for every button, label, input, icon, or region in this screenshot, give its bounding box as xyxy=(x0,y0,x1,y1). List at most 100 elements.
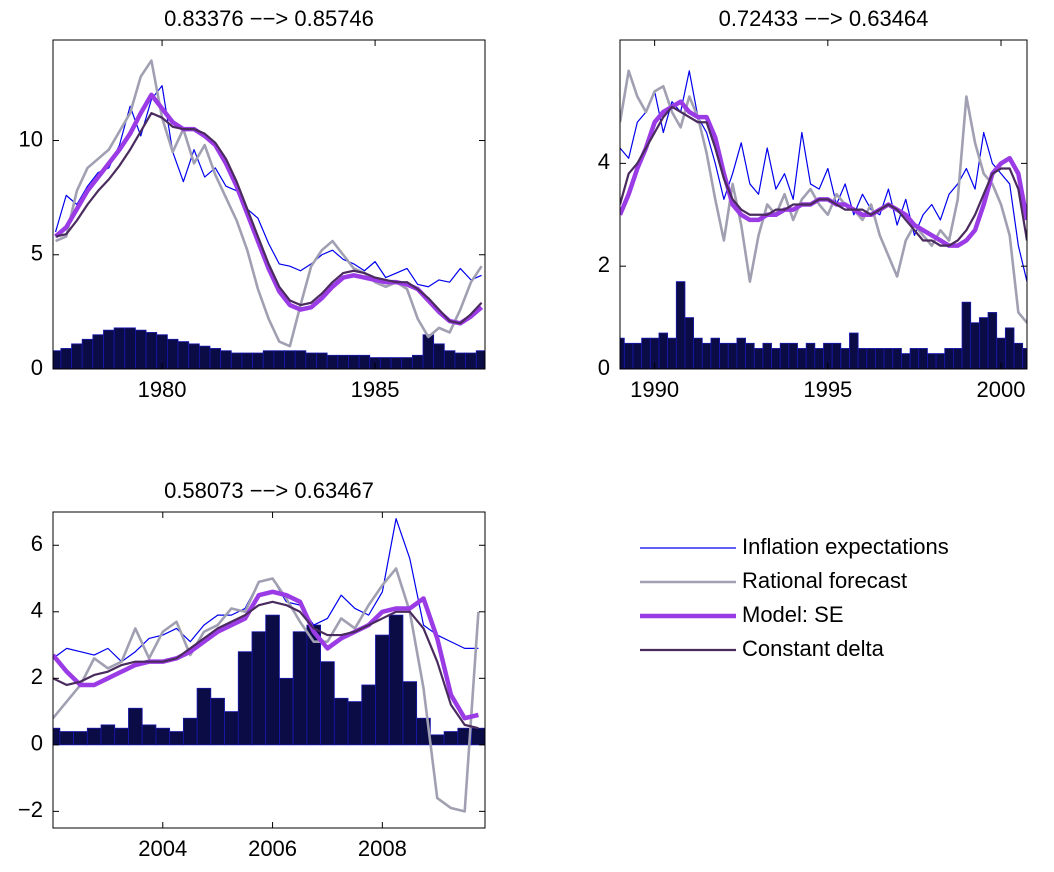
bar xyxy=(693,337,703,369)
series-line xyxy=(55,112,483,325)
bar xyxy=(443,350,456,369)
chart-title: 0.83376 −−> 0.85746 xyxy=(164,6,374,31)
y-tick-label: 2 xyxy=(31,664,43,689)
y-tick-label: 5 xyxy=(31,241,43,266)
bar xyxy=(935,353,946,369)
bar xyxy=(237,651,253,746)
plot-area xyxy=(53,59,485,369)
bar xyxy=(429,734,445,746)
bar xyxy=(86,727,102,746)
bar xyxy=(1013,342,1024,369)
bar xyxy=(719,342,729,369)
x-tick-label: 1995 xyxy=(803,377,852,402)
bar xyxy=(241,352,253,369)
bar xyxy=(762,342,772,369)
bar xyxy=(805,342,816,369)
bar xyxy=(667,337,677,369)
x-tick-label: 1985 xyxy=(351,377,400,402)
bar xyxy=(454,352,467,369)
series-line xyxy=(54,92,484,326)
bar xyxy=(252,352,264,369)
bar xyxy=(166,338,179,369)
bar xyxy=(103,329,115,369)
series-line xyxy=(53,600,479,730)
bar xyxy=(100,724,116,746)
bar xyxy=(390,357,403,369)
y-tick-label: −2 xyxy=(18,797,43,822)
bar xyxy=(641,337,651,369)
bar xyxy=(380,357,392,369)
bar xyxy=(113,327,126,369)
bar xyxy=(209,348,222,369)
chart-title: 0.72433 −−> 0.63464 xyxy=(719,6,929,31)
series-line xyxy=(54,85,482,288)
bar xyxy=(1022,348,1027,369)
axes-box xyxy=(52,511,486,829)
bar xyxy=(952,348,963,369)
bar xyxy=(182,717,198,746)
bar xyxy=(402,681,418,746)
series-line xyxy=(53,589,479,721)
bar xyxy=(909,348,920,369)
bar xyxy=(753,348,764,369)
bar xyxy=(675,281,686,369)
bar xyxy=(658,332,669,369)
bar xyxy=(465,352,477,369)
bar xyxy=(71,343,83,369)
bar xyxy=(265,614,280,746)
bar xyxy=(623,342,634,369)
bar xyxy=(970,322,980,369)
bar xyxy=(141,724,157,746)
bar xyxy=(358,354,371,369)
x-tick-label: 2006 xyxy=(248,836,297,861)
bar xyxy=(279,677,294,746)
bar xyxy=(262,350,275,369)
bar xyxy=(230,352,243,369)
y-tick-label: 4 xyxy=(31,598,43,623)
series-line xyxy=(55,59,483,348)
y-tick-label: 2 xyxy=(598,252,610,277)
bar xyxy=(892,348,902,369)
bar xyxy=(987,312,998,369)
bar xyxy=(73,731,88,746)
bar xyxy=(857,348,868,369)
bar xyxy=(145,332,158,369)
legend-label: Rational forecast xyxy=(742,568,907,593)
bar xyxy=(59,731,74,746)
bar xyxy=(771,348,781,369)
bar xyxy=(883,348,894,369)
bar xyxy=(927,353,937,369)
bar xyxy=(294,350,307,369)
legend-label: Inflation expectations xyxy=(742,534,949,559)
bar xyxy=(797,348,807,369)
bar xyxy=(155,727,171,746)
bar xyxy=(337,354,349,369)
bar xyxy=(918,348,928,369)
plot-area xyxy=(620,69,1027,369)
bar xyxy=(81,338,94,369)
axes-box xyxy=(619,39,1028,370)
bar xyxy=(316,352,328,369)
bar xyxy=(53,350,62,369)
bar xyxy=(388,614,404,746)
bar xyxy=(866,348,876,369)
x-tick-label: 1990 xyxy=(630,377,679,402)
y-tick-label: 6 xyxy=(31,531,43,556)
bar xyxy=(788,342,798,369)
bar xyxy=(196,687,212,746)
bar xyxy=(60,348,72,369)
x-tick-label: 1980 xyxy=(138,377,187,402)
bar xyxy=(251,631,267,746)
bar xyxy=(727,342,738,369)
chart-title: 0.58073 −−> 0.63467 xyxy=(164,478,374,503)
legend-label: Constant delta xyxy=(742,636,885,661)
series-line xyxy=(620,105,1027,247)
x-tick-label: 2000 xyxy=(977,377,1026,402)
bar xyxy=(632,342,643,369)
bar xyxy=(814,348,824,369)
series-line xyxy=(620,69,1027,324)
x-tick-label: 2008 xyxy=(358,836,407,861)
y-tick-label: 0 xyxy=(598,355,610,380)
bar xyxy=(840,348,850,369)
